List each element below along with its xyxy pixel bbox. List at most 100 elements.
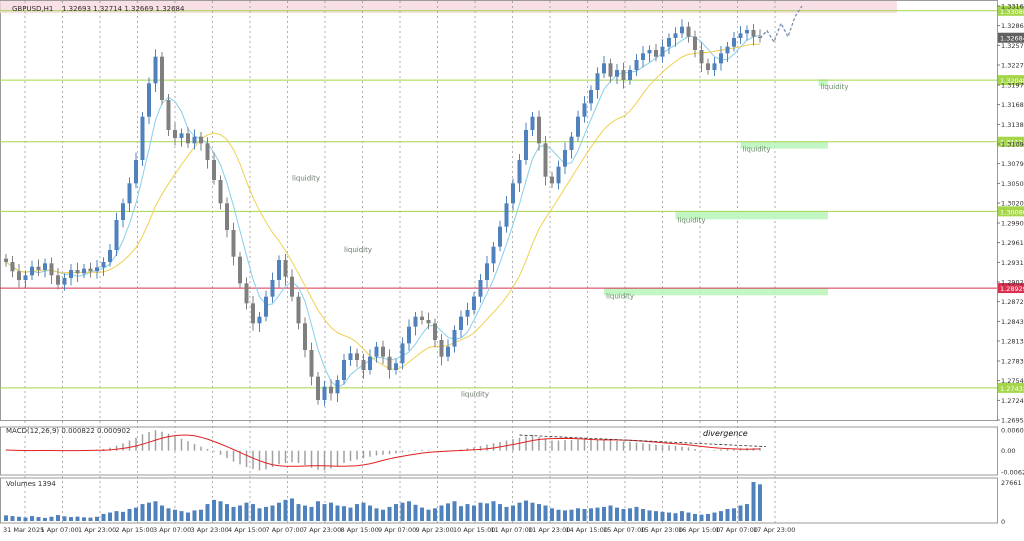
candle-body <box>725 46 730 54</box>
candle-body <box>30 266 34 276</box>
volume-bar <box>270 505 275 521</box>
time-tick-label: 15 Apr 23:00 <box>641 526 683 534</box>
candle-body <box>82 268 86 274</box>
volume-bar <box>537 504 541 521</box>
candle-body <box>595 73 600 90</box>
volume-bar <box>36 517 41 521</box>
candle-body <box>192 136 197 144</box>
volume-bar <box>459 506 463 521</box>
time-tick-label: 1 Apr 07:00 <box>41 526 79 534</box>
price-tick-label: 1.29020 <box>1001 279 1024 287</box>
volume-bar <box>420 507 424 521</box>
volume-bar <box>517 502 522 521</box>
time-tick-label: 15 Apr 07:00 <box>603 526 645 534</box>
candle-body <box>88 268 93 272</box>
volume-bar <box>179 511 184 521</box>
volume-bar <box>595 507 600 521</box>
candle-body <box>212 160 216 180</box>
price-tick-label: 1.32275 <box>1001 62 1024 70</box>
candle-body <box>615 70 619 77</box>
candle-body <box>465 310 470 317</box>
volume-bar <box>712 512 717 521</box>
volume-bar <box>69 517 73 521</box>
candle-body <box>309 350 314 377</box>
volume-bar <box>680 511 684 521</box>
price-tick-label: 1.32865 <box>1001 22 1024 30</box>
volume-bar <box>706 513 710 521</box>
candle-body <box>316 376 320 400</box>
volume-bar <box>277 502 281 521</box>
volume-bar <box>108 512 112 521</box>
candle-body <box>140 116 145 160</box>
level-price-tag <box>998 5 1024 16</box>
liquidity-label: liquidity <box>606 292 634 300</box>
level-price-tag <box>998 136 1024 147</box>
volume-bar <box>186 512 190 521</box>
ohlc-values: 1.32693 1.32714 1.32669 1.32684 <box>62 5 185 13</box>
candle-body <box>621 70 626 80</box>
candle-body <box>394 363 398 370</box>
candle-body <box>121 203 125 220</box>
candle-body <box>251 303 255 324</box>
candle-body <box>641 53 645 60</box>
volume-bar <box>205 504 210 521</box>
candle-body <box>543 143 548 177</box>
time-tick-label: 4 Apr 15:00 <box>228 526 266 534</box>
volume-bar <box>23 517 28 521</box>
price-tick-label: 1.28430 <box>1001 318 1024 326</box>
volume-bar <box>556 509 561 521</box>
volume-bar <box>673 513 678 521</box>
candle-body <box>719 53 723 64</box>
volume-bar <box>394 504 398 521</box>
volume-bar <box>504 506 509 521</box>
macd-panel-frame <box>0 426 998 476</box>
candle-body <box>160 56 164 100</box>
volume-bar <box>589 508 593 521</box>
candle-body <box>49 263 54 276</box>
volume-bar <box>608 505 613 521</box>
liquidity-label: liquidity <box>461 391 489 399</box>
volume-bar <box>361 502 366 521</box>
volume-bar <box>524 500 528 521</box>
volume-bar <box>309 506 314 521</box>
volume-bar <box>686 512 691 521</box>
volume-bar <box>732 508 736 521</box>
volume-bar <box>413 504 418 521</box>
price-tick-label: 1.28725 <box>1001 298 1024 306</box>
volume-bar <box>498 504 502 521</box>
candle-body <box>647 50 652 54</box>
volume-bar <box>602 506 606 521</box>
candle-body <box>290 276 294 297</box>
time-tick-label: 9 Apr 23:00 <box>416 526 454 534</box>
horizontal-levels: 1.33088 1.32048 1.31124 1.30080 1.28929 1.274… <box>0 5 1024 393</box>
volume-bar <box>615 507 619 521</box>
volume-bar <box>192 510 197 521</box>
volume-bar <box>88 517 93 521</box>
volume-tick-label: 27661 <box>1001 479 1022 487</box>
candle-body <box>303 323 307 350</box>
macd-label: MACD(12,26,9) 0.000822 0.000902 <box>6 427 130 435</box>
volume-bar <box>745 504 749 521</box>
volume-bar <box>530 502 535 521</box>
volume-bar <box>82 517 86 521</box>
candle-body <box>433 323 437 340</box>
current-price-label: 1.32684 <box>1000 35 1024 43</box>
volume-bar <box>264 506 268 521</box>
volume-bar <box>166 508 171 521</box>
volume-bar <box>738 505 743 521</box>
price-tick-label: 1.27835 <box>1001 358 1024 366</box>
candle-body <box>511 183 515 204</box>
candle-body <box>153 56 158 84</box>
candle-body <box>257 316 262 324</box>
candle-body <box>680 26 684 34</box>
time-tick-label: 3 Apr 07:00 <box>153 526 191 534</box>
price-tick-label: 1.31975 <box>1001 82 1024 90</box>
level-price-label: 1.27432 <box>1000 385 1024 393</box>
volume-bar <box>491 501 496 521</box>
candle-body <box>517 160 522 184</box>
time-tick-label: 7 Apr 23:00 <box>303 526 341 534</box>
volume-bar <box>199 509 203 521</box>
candle-body <box>699 50 704 64</box>
